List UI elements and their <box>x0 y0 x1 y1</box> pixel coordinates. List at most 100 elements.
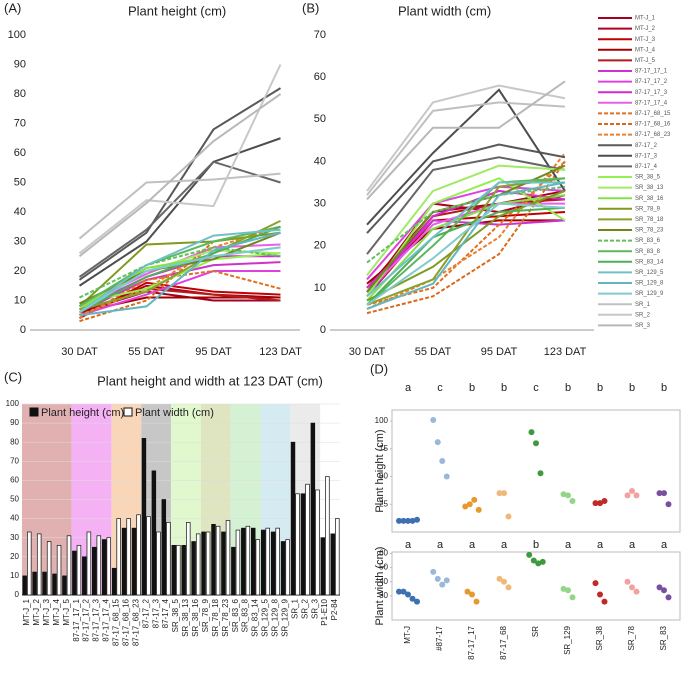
x-tick-label: 55 DAT <box>128 346 165 358</box>
legend-label: MT-J_5 <box>635 58 656 64</box>
data-point <box>475 506 482 513</box>
bar <box>275 527 280 596</box>
y-tick-label: 90 <box>14 58 26 70</box>
x-tick-label: SR_83 <box>659 625 668 650</box>
y-tick-label: 60 <box>14 147 26 159</box>
chart-title: Plant width (cm) <box>398 3 491 18</box>
data-point <box>405 591 411 598</box>
x-tick-label: SR_83_8 <box>241 598 250 632</box>
data-point <box>443 577 450 584</box>
bar <box>241 527 246 596</box>
bar <box>92 546 97 596</box>
y-tick-label: 70 <box>10 456 19 465</box>
data-point <box>597 591 603 598</box>
x-tick-label: #87-17 <box>435 625 444 650</box>
series-line <box>366 152 566 310</box>
legend-label: SR_1 <box>635 302 651 308</box>
x-tick-label: SR_38_13 <box>181 598 190 636</box>
x-tick-label: MT-J_1 <box>22 598 31 625</box>
x-tick-label: 30 DAT <box>349 346 386 358</box>
x-tick-label: 87-17_2 <box>141 598 150 628</box>
y-tick-label: 100 <box>375 416 389 425</box>
y-tick-label: 20 <box>314 240 326 252</box>
y-tick-label: 50 <box>10 495 19 504</box>
legend-label: 87-17_3 <box>635 153 658 159</box>
bar <box>270 531 276 596</box>
bar <box>186 522 191 596</box>
series-line <box>79 225 281 314</box>
data-point <box>592 500 599 507</box>
legend-label: Plant height (cm) <box>41 407 124 419</box>
bar <box>215 525 221 596</box>
bar <box>126 518 131 596</box>
x-tick-label: SR_129_5 <box>261 598 270 636</box>
x-tick-label: SR_78_18 <box>211 598 220 636</box>
bar <box>315 489 320 596</box>
x-tick-label: 87-17_17_3 <box>92 598 101 641</box>
bar <box>136 514 141 596</box>
series-line <box>366 160 566 306</box>
data-point <box>601 598 608 605</box>
legend-label: MT-J_3 <box>635 37 656 43</box>
legend-swatch <box>123 407 133 417</box>
significance-letter: a <box>405 539 412 551</box>
bar <box>176 544 181 596</box>
data-point <box>464 588 471 595</box>
data-point <box>601 497 608 504</box>
bar <box>32 571 37 596</box>
bar <box>205 531 211 596</box>
legend-label: 87-17_17_2 <box>635 79 668 85</box>
legend-label: 87-17_2 <box>635 143 658 149</box>
y-tick-label: 70 <box>314 29 326 41</box>
data-point <box>560 491 567 498</box>
x-tick-label: SR_78_9 <box>201 598 210 632</box>
x-tick-label: 87-17_17_2 <box>82 598 91 641</box>
legend-label: SR_38_5 <box>635 175 661 181</box>
significance-letter: a <box>597 539 604 551</box>
x-tick-label: SR_129_9 <box>280 598 289 636</box>
legend-label: SR_3 <box>635 323 651 329</box>
data-point <box>409 517 416 524</box>
legend-label: SR_129_5 <box>635 270 664 276</box>
x-tick-label: SR_3 <box>310 598 319 619</box>
bar <box>76 544 82 596</box>
legend-label: 87-17_17_1 <box>635 69 668 75</box>
series-line <box>79 270 281 317</box>
data-point <box>629 487 635 494</box>
y-tick-label: 50 <box>14 176 26 188</box>
data-point <box>400 588 407 595</box>
bar <box>27 531 32 596</box>
data-point <box>597 500 603 507</box>
legend-label: SR_78_23 <box>635 228 664 234</box>
significance-letter: a <box>629 539 636 551</box>
bar <box>151 470 157 596</box>
data-point <box>665 501 672 508</box>
series-line <box>366 84 566 192</box>
legend-label: SR_129_9 <box>635 291 664 297</box>
data-point <box>565 587 571 594</box>
x-tick-label: MT-J_5 <box>62 598 71 625</box>
y-tick-label: 100 <box>8 29 26 41</box>
bar <box>141 438 147 596</box>
significance-letter: b <box>629 382 635 394</box>
significance-letter: b <box>533 539 539 551</box>
legend-label: SR_129_8 <box>635 281 664 287</box>
x-tick-label: SR_38_16 <box>191 598 200 636</box>
data-point <box>469 591 475 598</box>
legend-label: SR_2 <box>635 312 651 318</box>
y-tick-label: 0 <box>20 324 26 336</box>
data-point <box>466 501 473 508</box>
significance-letter: a <box>661 539 668 551</box>
y-tick-label: 60 <box>314 71 326 83</box>
legend-label: 87-17_17_3 <box>635 90 668 96</box>
x-tick-label: 87-17_17 <box>467 625 476 659</box>
series-line <box>366 194 566 302</box>
bar <box>285 539 290 596</box>
data-point <box>537 470 544 477</box>
significance-letter: b <box>469 382 475 394</box>
y-tick-label: 50 <box>379 563 388 572</box>
y-tick-label: 25 <box>379 499 388 508</box>
legend-label: SR_78_9 <box>635 206 661 212</box>
data-point <box>505 513 512 520</box>
